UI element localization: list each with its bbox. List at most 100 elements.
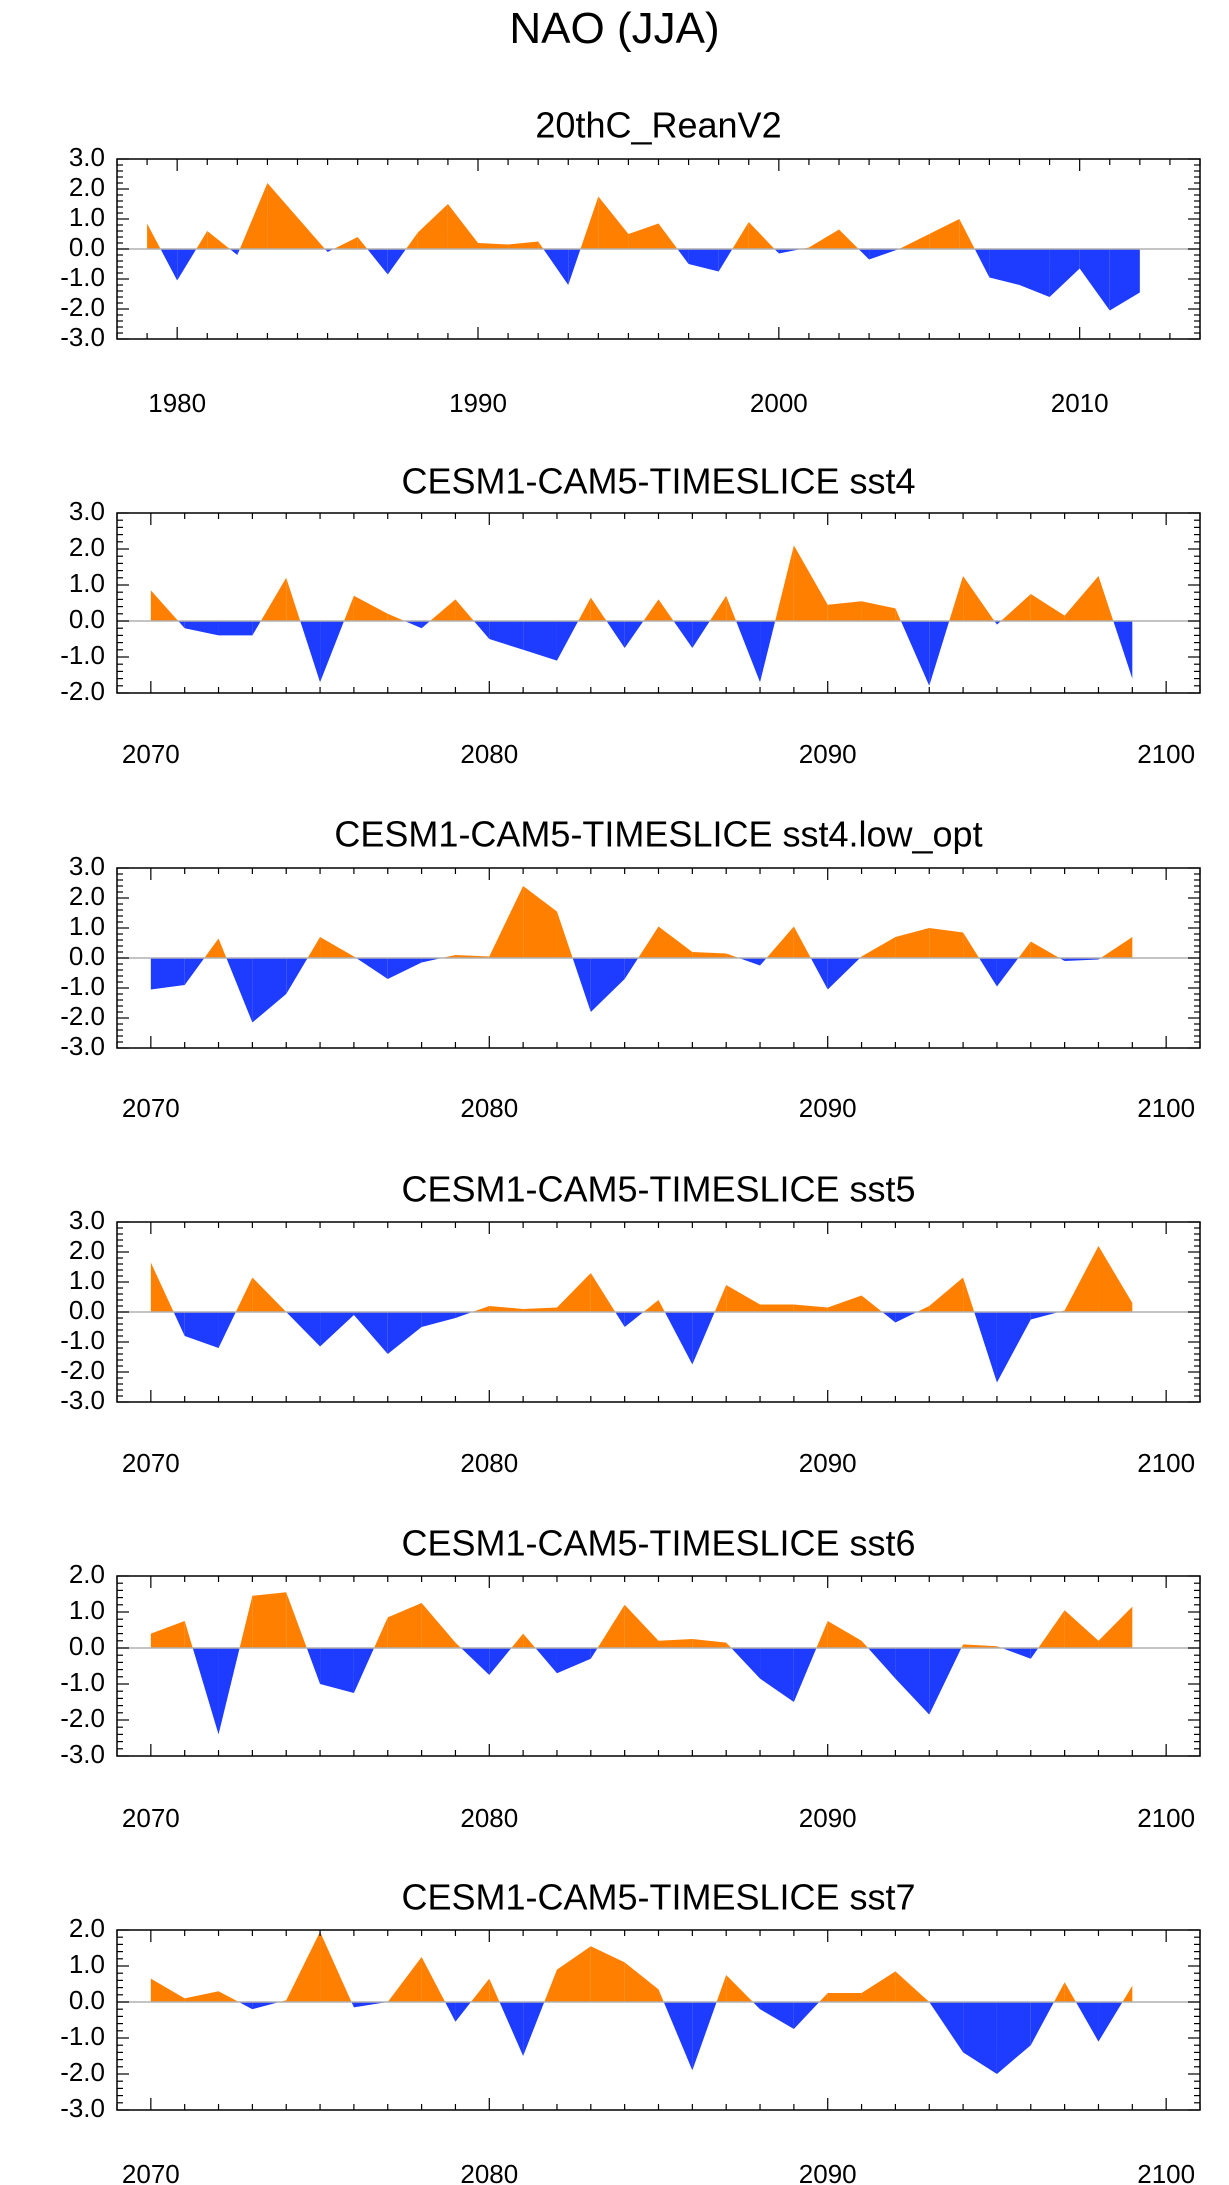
positive-area: [827, 1621, 862, 1648]
y-tick-label: 1.0: [69, 1265, 105, 1295]
positive-area: [929, 1277, 964, 1312]
negative-area: [895, 1648, 930, 1715]
y-tick-label: 3.0: [69, 851, 105, 881]
positive-area: [1000, 594, 1031, 621]
negative-area: [760, 1648, 794, 1702]
y-tick-label: 3.0: [69, 1205, 105, 1235]
negative-area: [229, 249, 238, 255]
panel-title: 20thC_ReanV2: [535, 105, 781, 146]
negative-area: [996, 958, 1019, 987]
positive-area: [899, 234, 930, 249]
positive-area: [895, 928, 930, 958]
positive-area: [692, 1639, 727, 1648]
positive-area: [357, 237, 368, 249]
positive-area: [184, 1621, 193, 1648]
positive-area: [963, 576, 995, 621]
negative-area: [306, 1648, 321, 1684]
positive-area: [556, 1946, 591, 2002]
y-tick-label: -1.0: [60, 640, 105, 670]
negative-area: [178, 621, 185, 629]
positive-area: [793, 545, 828, 621]
positive-area: [861, 937, 896, 958]
positive-area: [489, 1978, 500, 2002]
y-tick-label: 2.0: [69, 1913, 105, 1943]
positive-area: [472, 1306, 490, 1312]
negative-area: [184, 621, 219, 636]
positive-area: [916, 1306, 930, 1312]
negative-area: [624, 958, 639, 979]
negative-area: [404, 621, 422, 629]
y-tick-label: 0.0: [69, 941, 105, 971]
negative-area: [989, 249, 1020, 285]
panel-title: CESM1-CAM5-TIMESLICE sst6: [401, 1523, 915, 1564]
negative-area: [692, 621, 710, 648]
negative-area: [590, 958, 625, 1012]
negative-area: [252, 2002, 280, 2010]
positive-area: [421, 1957, 446, 2002]
negative-area: [160, 249, 178, 281]
positive-area: [726, 1285, 761, 1312]
positive-area: [624, 1604, 659, 1648]
panel-6: CESM1-CAM5-TIMESLICE sst7 2.0 1.0 0.0 -1.0 -2…: [60, 1877, 1201, 2185]
negative-area: [173, 1312, 185, 1336]
negative-area: [320, 621, 345, 683]
x-tick-label: 2070: [122, 1093, 180, 1123]
positive-area: [929, 928, 964, 958]
negative-area: [300, 621, 321, 683]
y-tick-label: 0.0: [69, 1985, 105, 2015]
y-tick-label: -2.0: [60, 1355, 105, 1385]
y-tick-label: 0.0: [69, 232, 105, 262]
y-tick-label: -1.0: [60, 971, 105, 1001]
positive-area: [827, 1993, 862, 2002]
negative-area: [1109, 249, 1140, 311]
y-tick-label: -3.0: [60, 1739, 105, 1769]
positive-area: [239, 1595, 253, 1648]
positive-area: [643, 1300, 659, 1312]
positive-area: [374, 1617, 388, 1648]
negative-area: [760, 958, 767, 966]
positive-area: [1018, 941, 1031, 958]
y-tick-label: 2.0: [69, 1559, 105, 1589]
positive-area: [624, 1962, 659, 2002]
positive-area: [658, 1639, 693, 1648]
negative-area: [556, 621, 579, 661]
negative-area: [996, 621, 1001, 625]
positive-area: [949, 576, 964, 621]
positive-area: [218, 1991, 239, 2002]
negative-area: [736, 621, 761, 683]
x-tick-label: 2080: [460, 1093, 518, 1123]
negative-area: [1075, 2002, 1099, 2042]
negative-area: [353, 1648, 375, 1693]
y-tick-label: -3.0: [60, 2093, 105, 2123]
x-tick-label: 2070: [122, 1803, 180, 1833]
negative-area: [226, 958, 253, 1023]
y-tick-label: 2.0: [69, 172, 105, 202]
negative-area: [237, 249, 240, 255]
x-tick-label: 2080: [460, 739, 518, 769]
positive-area: [489, 1306, 524, 1312]
positive-area: [406, 232, 418, 249]
negative-area: [869, 249, 900, 260]
x-tick-label: 2090: [799, 1093, 857, 1123]
positive-area: [861, 1971, 896, 2002]
negative-area: [320, 1312, 354, 1347]
positive-area: [286, 577, 301, 621]
positive-area: [658, 926, 693, 958]
negative-area: [677, 249, 689, 264]
positive-area: [556, 911, 573, 958]
positive-area: [147, 223, 161, 249]
positive-area: [961, 1644, 964, 1648]
y-tick-label: -3.0: [60, 1385, 105, 1415]
positive-area: [726, 953, 739, 958]
panel-title: CESM1-CAM5-TIMESLICE sst7: [401, 1877, 915, 1918]
negative-area: [543, 249, 569, 285]
positive-area: [1064, 1982, 1076, 2002]
negative-area: [445, 2002, 456, 2022]
positive-area: [1038, 1610, 1065, 1648]
negative-area: [996, 1312, 1031, 1383]
negative-area: [810, 958, 828, 990]
negative-area: [868, 1648, 896, 1679]
positive-area: [353, 595, 388, 621]
positive-area: [1098, 576, 1114, 621]
negative-area: [900, 621, 930, 686]
